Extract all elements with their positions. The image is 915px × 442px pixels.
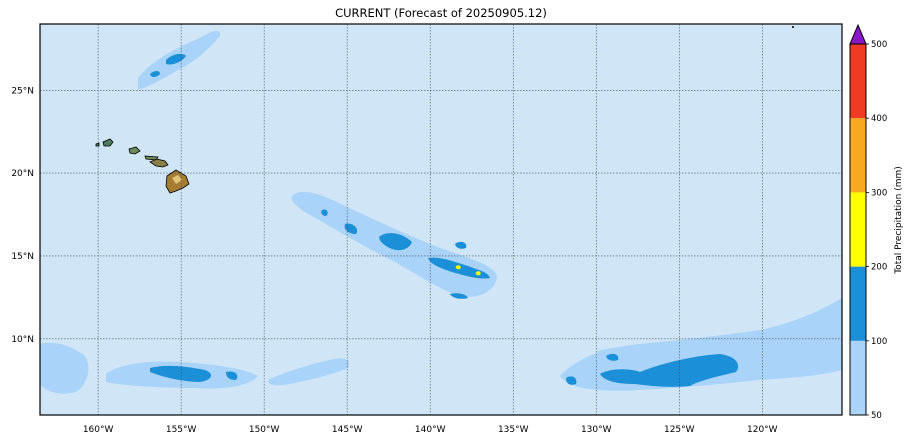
colorbar-tick-label: 50 bbox=[871, 411, 882, 421]
kauai-island bbox=[102, 138, 114, 147]
longitude-label: 155°W bbox=[166, 425, 197, 435]
hawaii-peak-shading bbox=[172, 175, 182, 184]
map-frame bbox=[39, 23, 843, 416]
latitude-label: 15°N bbox=[11, 252, 34, 262]
longitude-label: 150°W bbox=[249, 425, 280, 435]
latitude-label: 20°N bbox=[11, 169, 34, 179]
colorbar-bin bbox=[850, 118, 866, 193]
longitude-label: 125°W bbox=[664, 425, 695, 435]
colorbar-bin bbox=[850, 266, 866, 341]
longitude-label: 160°W bbox=[83, 425, 114, 435]
small-island-marker bbox=[792, 26, 794, 28]
colorbar-frame bbox=[849, 43, 867, 416]
maui-island bbox=[149, 158, 169, 168]
niihau-island bbox=[95, 142, 100, 147]
colorbar-bin bbox=[850, 44, 866, 119]
colorbar-bin bbox=[850, 192, 866, 267]
hawaiian-islands bbox=[95, 138, 190, 194]
colorbar-tick-label: 500 bbox=[871, 40, 887, 50]
colorbar-label: Total Precipitation (mm) bbox=[894, 166, 904, 275]
colorbar-tick-label: 100 bbox=[871, 337, 887, 347]
precipitation-field bbox=[40, 30, 842, 394]
colorbar-bin bbox=[850, 340, 866, 415]
longitude-label: 135°W bbox=[498, 425, 529, 435]
precip-200-300 bbox=[455, 265, 481, 276]
latitude-label: 10°N bbox=[11, 335, 34, 345]
colorbar-tick-label: 300 bbox=[871, 188, 887, 198]
map-title: CURRENT (Forecast of 20250905.12) bbox=[335, 6, 547, 20]
colorbar-tick-label: 200 bbox=[871, 263, 887, 273]
longitude-label: 130°W bbox=[581, 425, 612, 435]
latitude-labels: 25°N 20°N 15°N 10°N bbox=[11, 86, 34, 345]
graticule bbox=[40, 24, 842, 415]
latitude-label: 25°N bbox=[11, 86, 34, 96]
longitude-label: 120°W bbox=[747, 425, 778, 435]
longitude-label: 140°W bbox=[415, 425, 446, 435]
colorbar-tick-label: 400 bbox=[871, 114, 887, 124]
oahu-island bbox=[128, 146, 141, 155]
longitude-labels: 160°W 155°W 150°W 145°W 140°W 135°W 130°W 125°W… bbox=[83, 425, 778, 435]
colorbar: 50 100 200 300 400 500 bbox=[849, 23, 887, 421]
colorbar-extend-triangle bbox=[849, 23, 867, 45]
longitude-label: 145°W bbox=[332, 425, 363, 435]
